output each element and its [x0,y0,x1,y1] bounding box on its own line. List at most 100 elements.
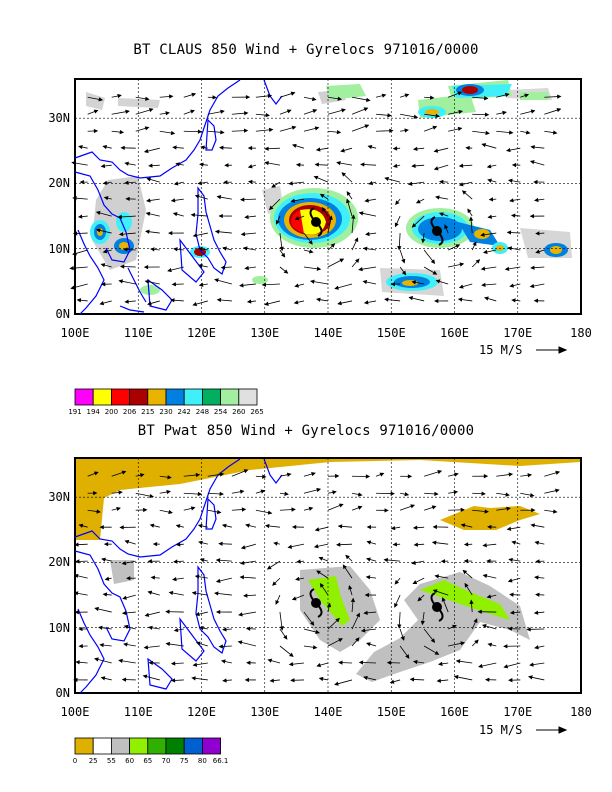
wind-vector-head [264,146,269,151]
wind-vector-head [291,125,297,130]
wind-vector-head [237,640,243,645]
wind-vector-head [247,164,253,169]
wind-vector-head [530,265,535,270]
wind-vector-head [460,641,466,646]
colorbar-swatch [92,388,112,406]
wind-vector-head [216,195,222,200]
wind-vector-head [104,576,110,581]
wind-vector-head [354,258,360,264]
wind-vector-head [195,641,201,646]
wind-vector-head [214,278,219,283]
wind-vector-head [168,509,173,515]
wind-vector-head [199,626,204,631]
panel2-scale-label: 15 M/S [479,723,523,737]
wind-vector-head [287,544,293,549]
wind-vector-head [118,232,124,237]
lat-label: 0N [55,686,70,700]
wind-vector-head [334,681,339,686]
wind-vector-head [336,542,341,547]
wind-vector-head [166,489,171,495]
wind-vector-head [432,589,438,594]
panel1-colorbar [74,388,258,406]
wind-vector-head [247,179,253,185]
wind-vector-head [98,625,103,630]
wind-vector-head [433,148,439,153]
wind-vector-head [143,507,148,513]
wind-vector-head [341,108,346,113]
wind-vector-head [482,573,488,579]
wind-vector-head [411,560,416,565]
wind-vector-head [268,127,274,132]
wind-vector-head [93,471,99,476]
panel1-scale-arrow [536,346,568,354]
wind-vector-head [529,283,535,289]
wind-vector-head [434,491,439,497]
wind-vector-head [290,198,295,203]
wind-vector-head [363,675,368,680]
wind-vector-head [269,678,275,683]
wind-vector-head [508,557,513,563]
colorbar-label: 66.1 [212,757,229,765]
wind-vector-head [78,626,83,632]
wind-vector-head [437,469,443,475]
wind-vector-head [533,179,538,185]
wind-vector-head [390,525,396,531]
wind-vector-head [240,197,245,202]
wind-vector-head [433,166,439,171]
wind-vector-head [125,196,130,202]
wind-vector-head [365,97,371,102]
lon-label: 150E [376,326,406,340]
wind-vector-head [102,592,108,597]
wind-vector-head [215,558,221,563]
wind-vector-head [281,252,286,258]
wind-vector-head [288,662,294,667]
wind-vector-head [121,470,127,475]
wind-vector-head [167,267,172,273]
wind-vector-head [100,282,106,287]
wind-vector-head [148,108,154,113]
wind-vector-head [124,299,129,304]
wind-vector-head [412,659,418,665]
wind-vector-head [222,627,227,632]
wind-vector-head [214,229,220,234]
wind-vector-head [365,231,370,237]
wind-vector-head [78,523,84,528]
wind-vector-head [242,246,248,251]
wind-vector-head [148,625,153,630]
wind-vector-head [243,128,249,133]
wind-vector-head [360,162,365,167]
wind-vector-head [220,109,225,114]
wind-vector-head [99,643,104,648]
wind-vector-head [139,473,145,478]
wind-vector-head [77,214,83,219]
wind-vector-head [241,507,247,512]
wind-vector-head [149,493,155,499]
wind-vector-head [504,266,510,271]
wind-vector-head [191,676,196,681]
wind-vector-head [340,148,345,153]
colorbar-swatch [129,388,149,406]
wind-vector-head [295,162,301,168]
wind-vector-head [165,111,170,116]
colorbar-label: 65 [143,757,153,765]
colorbar-swatch [201,388,221,406]
wind-vector-head [75,559,80,564]
wind-vector-head [78,144,83,150]
wind-vector-head [192,302,198,307]
wind-vector-head [239,283,244,288]
wind-vector-head [223,180,228,185]
wind-vector-head [146,198,151,203]
wind-vector-head [195,611,200,617]
wind-vector-head [509,592,514,597]
wind-vector-head [444,224,449,229]
wind-vector-head [198,263,203,268]
wind-vector-head [148,163,153,168]
colorbar-label: 254 [213,408,228,416]
colorbar-label: 55 [106,757,116,765]
wind-vector-head [291,143,297,148]
wind-vector-head [407,181,413,186]
wind-vector-head [508,178,513,183]
wind-vector-head [486,558,491,564]
wind-vector-head [342,564,347,570]
wind-vector-head [508,130,514,135]
